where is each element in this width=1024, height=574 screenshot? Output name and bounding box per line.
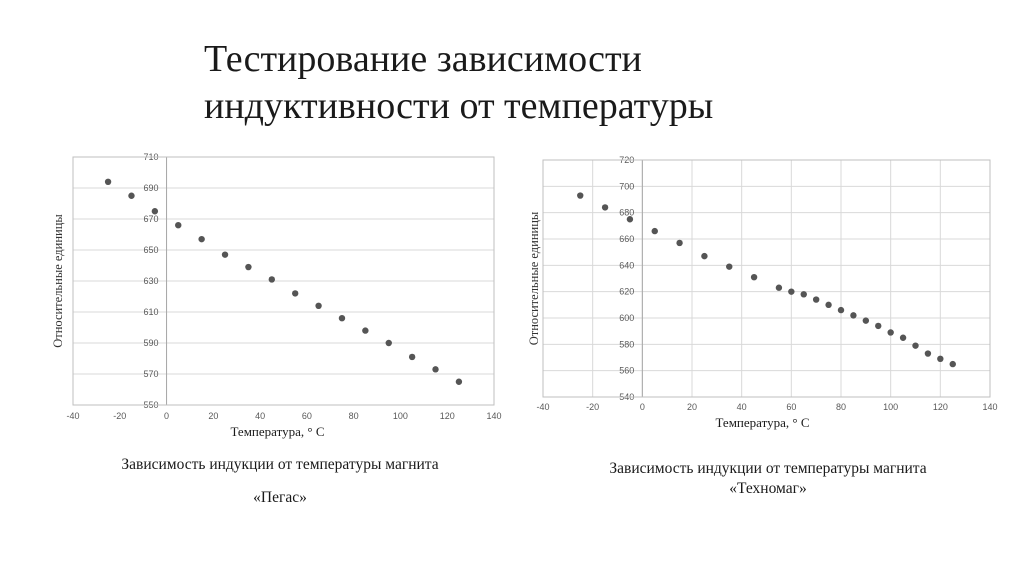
data-point xyxy=(291,290,299,297)
x-tick-label: 0 xyxy=(164,411,169,421)
data-point xyxy=(788,288,795,295)
data-point xyxy=(676,239,683,247)
y-tick-label: 600 xyxy=(619,313,634,323)
x-tick-label: 140 xyxy=(982,402,997,412)
data-point xyxy=(912,342,919,349)
data-point xyxy=(775,284,783,291)
data-point xyxy=(825,301,832,309)
data-point xyxy=(601,204,609,211)
y-axis-title: Относительные единицы xyxy=(527,211,541,345)
data-point xyxy=(862,317,870,324)
data-point xyxy=(362,327,369,334)
data-point xyxy=(408,353,416,361)
data-point xyxy=(899,334,907,341)
x-tick-label: 100 xyxy=(883,402,898,412)
x-tick-label: 20 xyxy=(687,402,697,412)
x-axis-title: Температура, ° C xyxy=(230,424,324,439)
data-point xyxy=(800,291,807,298)
data-point xyxy=(315,302,322,309)
x-tick-label: 0 xyxy=(640,402,645,412)
x-tick-label: 20 xyxy=(208,411,218,421)
y-tick-label: 620 xyxy=(619,287,634,297)
y-tick-label: 700 xyxy=(619,181,634,191)
y-tick-label: 650 xyxy=(144,245,159,255)
caption-pegas-line-2: «Пегас» xyxy=(253,489,307,506)
x-tick-label: 80 xyxy=(349,411,359,421)
slide-title-line-2: индуктивности от температуры xyxy=(204,85,714,127)
caption-technomag-line-1: Зависимость индукции от температуры магн… xyxy=(609,460,927,477)
caption-pegas-line-1: Зависимость индукции от температуры магн… xyxy=(121,456,439,473)
data-point xyxy=(651,227,658,235)
y-tick-label: 570 xyxy=(144,369,159,379)
data-point xyxy=(338,315,346,322)
y-tick-label: 670 xyxy=(144,214,159,224)
y-tick-label: 580 xyxy=(619,339,634,349)
data-point xyxy=(198,235,205,243)
data-point xyxy=(726,263,733,270)
plot-frame xyxy=(542,159,991,398)
y-tick-label: 590 xyxy=(144,338,159,348)
data-point xyxy=(128,192,135,199)
y-tick-label: 610 xyxy=(144,307,159,317)
x-tick-label: 140 xyxy=(486,411,501,421)
x-tick-label: 120 xyxy=(933,402,948,412)
data-point xyxy=(175,222,182,229)
plot-frame xyxy=(72,156,495,406)
y-tick-label: 640 xyxy=(619,260,634,270)
x-tick-label: -40 xyxy=(66,411,79,421)
x-tick-label: -20 xyxy=(113,411,126,421)
data-point xyxy=(151,208,159,215)
data-point xyxy=(385,339,392,347)
x-tick-label: 40 xyxy=(737,402,747,412)
data-point xyxy=(837,306,845,314)
x-tick-label: 60 xyxy=(786,402,796,412)
x-axis-title: Температура, ° C xyxy=(715,415,809,430)
data-point xyxy=(432,366,439,373)
data-point xyxy=(924,350,932,357)
data-point xyxy=(812,296,820,303)
slide-title-line-1: Тестирование зависимости xyxy=(204,38,642,80)
x-tick-label: 40 xyxy=(255,411,265,421)
y-axis-title: Относительные единицы xyxy=(51,214,65,348)
data-point xyxy=(887,329,894,336)
caption-technomag: Зависимость индукции от температуры магн… xyxy=(548,459,988,499)
data-point xyxy=(577,192,584,199)
data-point xyxy=(245,263,252,271)
x-tick-label: 120 xyxy=(440,411,455,421)
x-tick-label: -20 xyxy=(586,402,599,412)
x-tick-label: -40 xyxy=(536,402,549,412)
data-point xyxy=(850,312,857,319)
y-tick-label: 690 xyxy=(144,183,159,193)
data-point xyxy=(937,355,944,363)
data-point xyxy=(750,273,758,281)
data-point xyxy=(455,378,463,385)
data-point xyxy=(949,360,956,368)
x-tick-label: 80 xyxy=(836,402,846,412)
caption-technomag-line-2: «Техномаг» xyxy=(729,480,807,497)
x-tick-label: 100 xyxy=(393,411,408,421)
y-tick-label: 630 xyxy=(144,276,159,286)
data-point xyxy=(268,276,276,283)
data-point xyxy=(221,251,229,258)
data-point xyxy=(104,178,112,185)
x-tick-label: 60 xyxy=(302,411,312,421)
data-point xyxy=(626,216,634,223)
y-tick-label: 560 xyxy=(619,366,634,376)
data-point xyxy=(875,322,882,330)
y-tick-label: 680 xyxy=(619,208,634,218)
y-tick-label: 660 xyxy=(619,234,634,244)
data-point xyxy=(701,252,708,260)
slide-title: Тестирование зависимости индуктивности о… xyxy=(204,36,924,130)
